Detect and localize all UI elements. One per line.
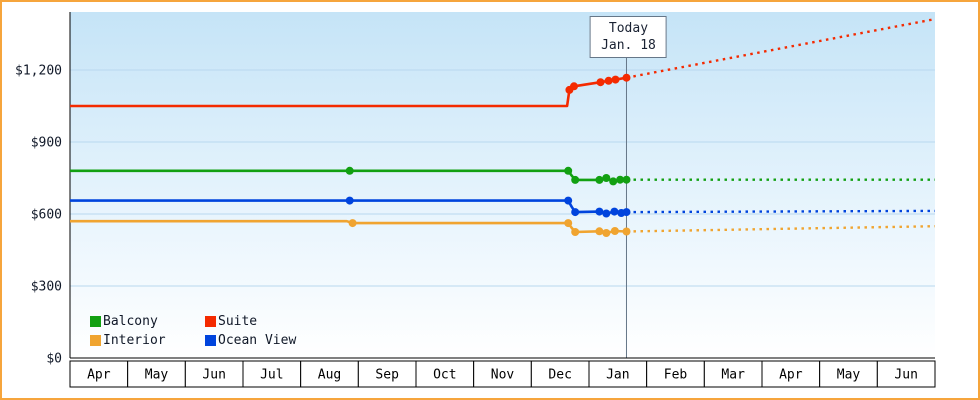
series-marker-interior	[348, 219, 357, 228]
legend-label: Suite	[218, 314, 258, 329]
month-label: Jun	[894, 368, 917, 383]
legend-label: Ocean View	[218, 333, 297, 348]
today-label: Today	[608, 21, 649, 36]
series-marker-interior	[622, 227, 631, 236]
legend-swatch-icon	[90, 316, 101, 327]
month-label: Apr	[779, 368, 803, 383]
month-cell	[703, 360, 763, 388]
series-marker-balcony	[616, 175, 625, 184]
series-marker-ocean-view	[564, 196, 573, 205]
y-tick-label: $1,200	[15, 64, 62, 79]
month-cell	[127, 360, 186, 388]
month-label: Jun	[202, 368, 225, 383]
series-forecast-line-ocean-view	[626, 209, 936, 214]
legend-label: Balcony	[103, 314, 158, 329]
series-marker-suite	[570, 82, 578, 91]
legend-item-balcony: Balcony	[90, 314, 205, 329]
month-label: Apr	[87, 368, 111, 383]
month-label: Jul	[260, 368, 283, 383]
series-marker-balcony	[622, 175, 631, 184]
legend-label: Interior	[103, 333, 166, 348]
series-marker-interior	[571, 228, 580, 236]
month-cell	[761, 360, 821, 388]
series-marker-balcony	[571, 175, 580, 184]
month-label: Dec	[548, 368, 571, 383]
legend-swatch-icon	[205, 316, 216, 327]
y-tick-label: $300	[31, 280, 62, 295]
month-cell	[876, 360, 936, 388]
chart-legend: Balcony Suite Interior Ocean View	[90, 314, 296, 348]
series-marker-interior	[610, 227, 619, 235]
legend-swatch-icon	[205, 335, 216, 346]
series-marker-balcony	[595, 175, 604, 184]
month-label: Feb	[664, 368, 688, 383]
y-tick-label: $900	[31, 136, 62, 151]
series-marker-ocean-view	[595, 207, 604, 216]
month-cell	[819, 360, 878, 388]
series-marker-suite	[622, 73, 631, 82]
series-marker-balcony	[564, 166, 573, 175]
month-cell	[357, 360, 417, 388]
month-cell	[588, 360, 648, 388]
series-marker-balcony	[609, 177, 618, 186]
month-cell	[473, 360, 532, 388]
month-label: Aug	[318, 368, 341, 383]
month-label: Oct	[433, 368, 456, 383]
series-forecast-line-interior	[626, 225, 936, 233]
series-marker-balcony	[345, 166, 354, 175]
y-tick-label: $0	[46, 352, 62, 367]
series-marker-ocean-view	[622, 208, 631, 217]
month-label: Nov	[491, 368, 515, 383]
today-annotation-box: Today Jan. 18	[590, 16, 667, 58]
month-cell	[530, 360, 590, 388]
month-cell	[415, 360, 475, 388]
series-marker-suite	[611, 75, 620, 84]
legend-swatch-icon	[90, 335, 101, 346]
month-label: Mar	[721, 368, 745, 383]
series-marker-ocean-view	[610, 207, 619, 216]
series-marker-interior	[602, 229, 611, 237]
month-cell	[184, 360, 244, 388]
month-cell	[242, 360, 302, 388]
today-date-label: Jan. 18	[601, 38, 656, 53]
series-marker-ocean-view	[571, 208, 580, 217]
series-marker-suite	[604, 76, 613, 85]
series-marker-interior	[564, 219, 573, 228]
series-marker-suite	[596, 78, 605, 87]
series-marker-interior	[595, 227, 604, 236]
legend-item-interior: Interior	[90, 333, 205, 348]
series-marker-balcony	[602, 174, 611, 182]
series-marker-ocean-view	[602, 209, 611, 218]
month-cell	[646, 360, 705, 388]
month-label: Jan	[606, 368, 629, 383]
month-label: May	[837, 368, 861, 383]
plot-background	[70, 12, 935, 358]
legend-item-suite: Suite	[205, 314, 296, 329]
legend-item-ocean-view: Ocean View	[205, 333, 296, 348]
month-label: May	[145, 368, 169, 383]
y-tick-label: $600	[31, 208, 62, 223]
month-label: Sep	[375, 368, 399, 383]
series-marker-ocean-view	[345, 196, 354, 205]
